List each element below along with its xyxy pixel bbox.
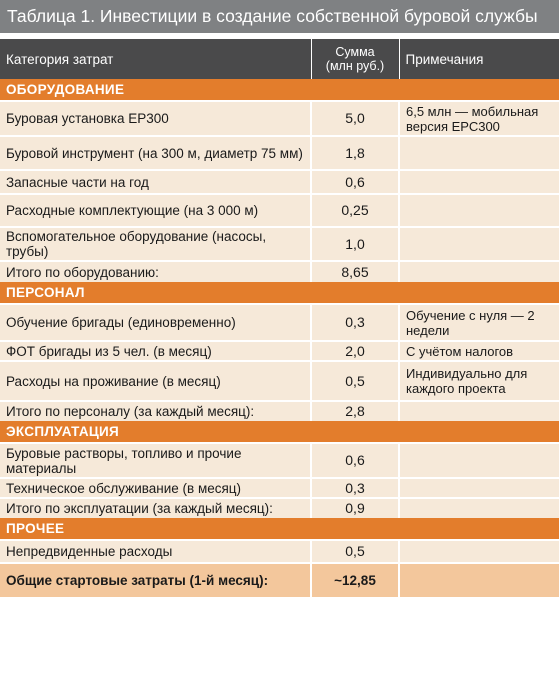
row-sum: 0,3 xyxy=(311,477,400,498)
row-note: Индивидуально для каждого проекта xyxy=(399,360,559,401)
row-category: Итого по оборудованию: xyxy=(0,260,312,282)
row-note xyxy=(399,477,559,498)
row-note xyxy=(399,497,559,518)
investment-table: Категория затрат Сумма (млн руб.) Примеч… xyxy=(0,39,559,597)
table-header-row: Категория затрат Сумма (млн руб.) Примеч… xyxy=(0,39,559,79)
section-title: ПРОЧЕЕ xyxy=(0,518,559,540)
row-note xyxy=(399,169,559,194)
table-row: Итого по оборудованию: 8,65 xyxy=(0,260,559,282)
row-category: Буровые растворы, топливо и прочие матер… xyxy=(0,442,312,478)
row-sum: 1,8 xyxy=(311,135,400,170)
total-sum: ~12,85 xyxy=(311,562,400,597)
row-note xyxy=(399,135,559,170)
table-row: Расходные комплектующие (на 3 000 м) 0,25 xyxy=(0,193,559,227)
row-note xyxy=(399,226,559,261)
row-category: Обучение бригады (единовременно) xyxy=(0,303,312,341)
row-category: Техническое обслуживание (в месяц) xyxy=(0,477,312,498)
header-sum: Сумма (млн руб.) xyxy=(311,39,400,79)
table-row: Обучение бригады (единовременно) 0,3 Обуче… xyxy=(0,303,559,341)
row-category: Буровой инструмент (на 300 м, диаметр 75… xyxy=(0,135,312,170)
section-title: ЭКСПЛУАТАЦИЯ xyxy=(0,421,559,443)
row-sum: 0,3 xyxy=(311,303,400,341)
row-sum: 2,0 xyxy=(311,340,400,361)
row-category: Непредвиденные расходы xyxy=(0,539,312,563)
table-title: Таблица 1. Инвестиции в создание собстве… xyxy=(0,0,559,33)
table-row: Расходы на проживание (в месяц) 0,5 Индиви… xyxy=(0,360,559,401)
total-category: Общие стартовые затраты (1-й месяц): xyxy=(0,562,312,597)
row-sum: 1,0 xyxy=(311,226,400,261)
row-sum: 5,0 xyxy=(311,100,400,136)
section-row: ЭКСПЛУАТАЦИЯ xyxy=(0,421,559,443)
row-sum: 2,8 xyxy=(311,400,400,421)
table-row: Буровые растворы, топливо и прочие матер… xyxy=(0,442,559,478)
table-row: Запасные части на год 0,6 xyxy=(0,169,559,194)
section-row: ПРОЧЕЕ xyxy=(0,518,559,540)
row-category: Расходы на проживание (в месяц) xyxy=(0,360,312,401)
row-note: С учётом налогов xyxy=(399,340,559,361)
table-body: ОБОРУДОВАНИЕ Буровая установка ЕР300 5,0 6,… xyxy=(0,79,559,597)
table-row: Непредвиденные расходы 0,5 xyxy=(0,539,559,563)
table-row: Техническое обслуживание (в месяц) 0,3 xyxy=(0,477,559,498)
row-sum: 0,25 xyxy=(311,193,400,227)
row-category: Итого по персоналу (за каждый месяц): xyxy=(0,400,312,421)
row-category: Запасные части на год xyxy=(0,169,312,194)
header-category: Категория затрат xyxy=(0,39,312,79)
row-note xyxy=(399,539,559,563)
table-row: Вспомогательное оборудование (насосы, тр… xyxy=(0,226,559,261)
header-notes: Примечания xyxy=(399,39,559,79)
row-note xyxy=(399,260,559,282)
row-category: Вспомогательное оборудование (насосы, тр… xyxy=(0,226,312,261)
table-row: Буровой инструмент (на 300 м, диаметр 75… xyxy=(0,135,559,170)
header-sum-line1: Сумма xyxy=(335,45,375,59)
section-title: ПЕРСОНАЛ xyxy=(0,282,559,304)
table-row: Буровая установка ЕР300 5,0 6,5 млн — моби… xyxy=(0,100,559,136)
row-sum: 0,5 xyxy=(311,539,400,563)
table-row: Итого по персоналу (за каждый месяц): 2,8 xyxy=(0,400,559,421)
header-sum-line2: (млн руб.) xyxy=(325,59,385,73)
row-category: Расходные комплектующие (на 3 000 м) xyxy=(0,193,312,227)
row-note xyxy=(399,400,559,421)
row-note: Обучение с нуля — 2 недели xyxy=(399,303,559,341)
row-category: Буровая установка ЕР300 xyxy=(0,100,312,136)
row-sum: 0,6 xyxy=(311,442,400,478)
row-sum: 0,6 xyxy=(311,169,400,194)
row-note xyxy=(399,442,559,478)
row-note: 6,5 млн — мобильная версия ЕРС300 xyxy=(399,100,559,136)
table-row: Итого по эксплуатации (за каждый месяц):… xyxy=(0,497,559,518)
total-row: Общие стартовые затраты (1-й месяц): ~12,… xyxy=(0,562,559,597)
row-category: ФОТ бригады из 5 чел. (в месяц) xyxy=(0,340,312,361)
table-row: ФОТ бригады из 5 чел. (в месяц) 2,0 С учёт… xyxy=(0,340,559,361)
row-sum: 0,9 xyxy=(311,497,400,518)
total-note xyxy=(399,562,559,597)
row-category: Итого по эксплуатации (за каждый месяц): xyxy=(0,497,312,518)
row-sum: 0,5 xyxy=(311,360,400,401)
row-note xyxy=(399,193,559,227)
section-row: ОБОРУДОВАНИЕ xyxy=(0,79,559,101)
row-sum: 8,65 xyxy=(311,260,400,282)
section-row: ПЕРСОНАЛ xyxy=(0,282,559,304)
section-title: ОБОРУДОВАНИЕ xyxy=(0,79,559,101)
